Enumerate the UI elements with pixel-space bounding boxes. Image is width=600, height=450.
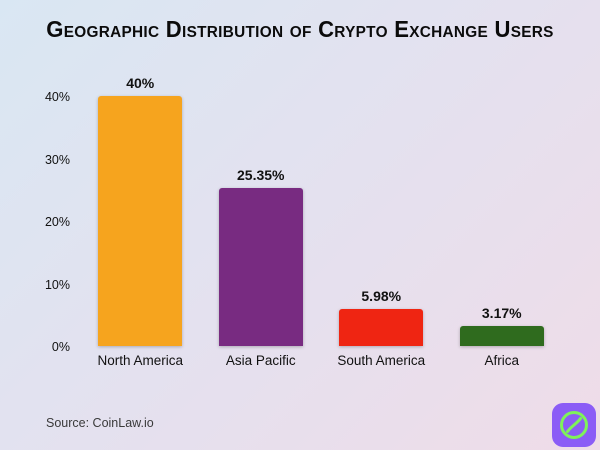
y-axis-label-0: 0% [51, 340, 70, 354]
x-axis-label-africa: Africa [484, 353, 519, 368]
bar-asia-pacific [218, 187, 303, 346]
y-axis-label-30: 30% [44, 152, 70, 167]
coinlaw-logo [552, 403, 596, 447]
source-text: Source: CoinLaw.io [46, 416, 154, 430]
bar-column-asia-pacific: 25.35% [201, 96, 322, 346]
bar-value-label: 5.98% [361, 287, 402, 304]
x-axis: North America Asia Pacific South America Af… [80, 353, 562, 368]
bar-column-africa: 3.17% [442, 96, 563, 346]
bar-value-label: 3.17% [481, 305, 522, 322]
bar-south-america [339, 308, 424, 346]
y-axis-label-40: 40% [44, 90, 70, 104]
bar-column-north-america: 40% [80, 75, 201, 346]
bar-north-america [98, 96, 183, 346]
y-axis-label-20: 20% [44, 215, 70, 229]
plot-area: 40% 25.35% 5.98% 3.17% North America Asia Pac… [80, 75, 563, 368]
x-axis-label-south-america: South America [337, 353, 426, 368]
x-axis-label-asia-pacific: Asia Pacific [225, 353, 296, 368]
y-axis: 0% 10% 20% 30% 40% [34, 90, 80, 354]
leaf-circle-icon [560, 411, 588, 439]
bar-value-label: 40% [126, 75, 155, 91]
page-title: Geographic Distribution of Crypto Exchan… [46, 16, 554, 42]
coinlaw-logo-svg [552, 403, 596, 447]
bar-africa [459, 326, 544, 346]
bar-column-south-america: 5.98% [321, 96, 442, 346]
bar-value-label: 25.35% [237, 166, 285, 183]
bar-chart: 0% 10% 20% 30% 40% 40% 25.35% 5.98% 3.17% North … [34, 75, 563, 368]
leaf-stem-icon [566, 417, 582, 433]
x-axis-label-north-america: North America [97, 353, 184, 368]
y-axis-label-10: 10% [44, 277, 70, 292]
